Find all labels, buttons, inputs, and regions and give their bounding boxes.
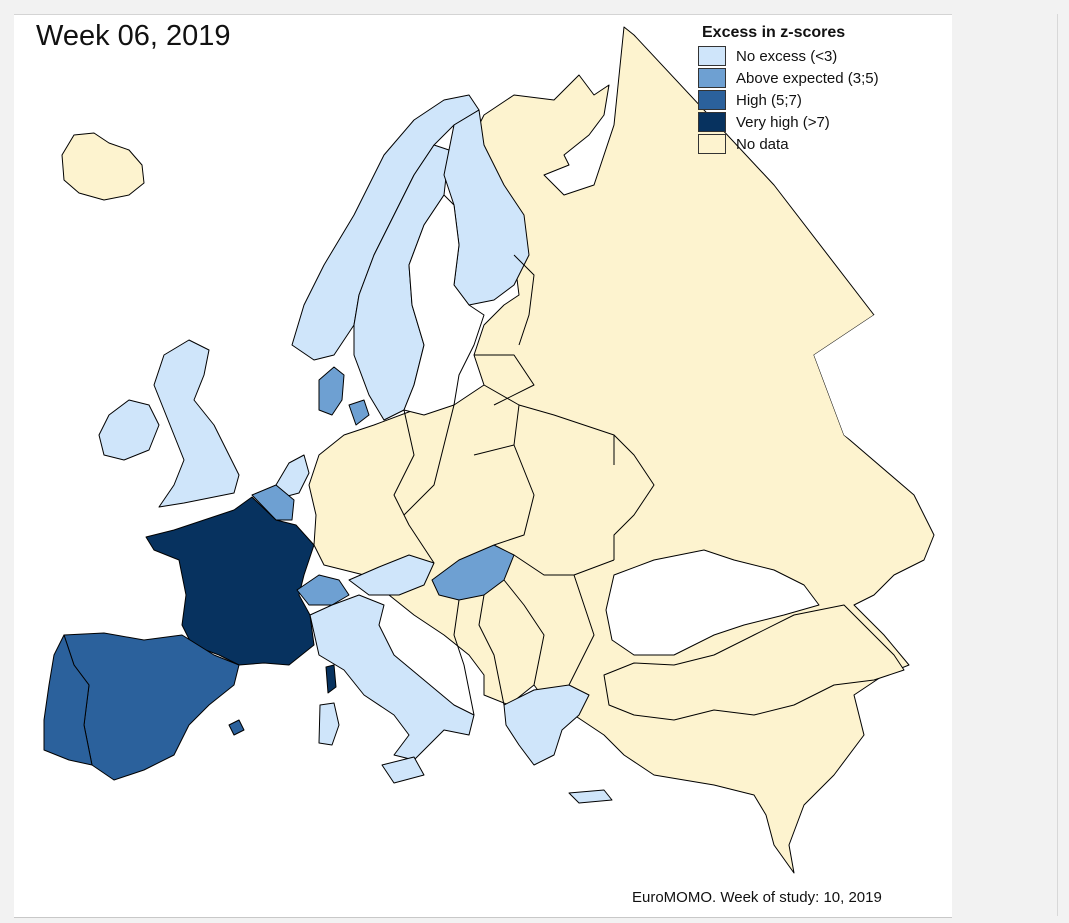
region-crete <box>568 789 613 804</box>
region-sardinia <box>318 702 340 746</box>
legend-swatch <box>698 134 726 154</box>
legend-label: No excess (<3) <box>736 47 838 65</box>
legend-item-high: High (5;7) <box>698 89 879 111</box>
region-sicily <box>381 756 425 784</box>
region-uk <box>153 339 240 508</box>
europe-map <box>43 26 935 874</box>
map-credit: EuroMOMO. Week of study: 10, 2019 <box>632 889 882 906</box>
caspian-sea <box>814 315 914 485</box>
region-denmark <box>318 366 370 426</box>
legend-label: High (5;7) <box>736 91 802 109</box>
legend-swatch <box>698 68 726 88</box>
legend: Excess in z-scores No excess (<3) Above … <box>698 24 879 155</box>
map-panel: Week 06, 2019 Excess in z-scores No exce… <box>14 14 952 918</box>
legend-item-very-high: Very high (>7) <box>698 111 879 133</box>
divider <box>1057 14 1058 916</box>
region-greece <box>503 684 590 766</box>
baltic-sea <box>403 194 485 416</box>
legend-swatch <box>698 90 726 110</box>
internal-borders <box>393 254 655 716</box>
legend-label: Above expected (3;5) <box>736 69 879 87</box>
region-austria <box>348 554 435 596</box>
black-sea <box>605 549 820 656</box>
legend-item-above-expected: Above expected (3;5) <box>698 67 879 89</box>
region-balearic <box>228 719 245 736</box>
region-turkey <box>603 604 905 721</box>
region-france <box>145 496 315 666</box>
legend-label: Very high (>7) <box>736 113 830 131</box>
region-portugal <box>43 634 93 766</box>
map-title: Week 06, 2019 <box>36 20 231 52</box>
legend-swatch <box>698 46 726 66</box>
legend-item-no-data: No data <box>698 133 879 155</box>
region-ireland <box>98 399 160 461</box>
region-iceland <box>61 132 145 201</box>
legend-item-no-excess: No excess (<3) <box>698 45 879 67</box>
legend-swatch <box>698 112 726 132</box>
region-italy <box>309 594 475 761</box>
legend-title: Excess in z-scores <box>702 24 846 41</box>
region-corsica <box>325 664 337 694</box>
legend-label: No data <box>736 135 789 153</box>
region-switzerland <box>296 574 350 606</box>
